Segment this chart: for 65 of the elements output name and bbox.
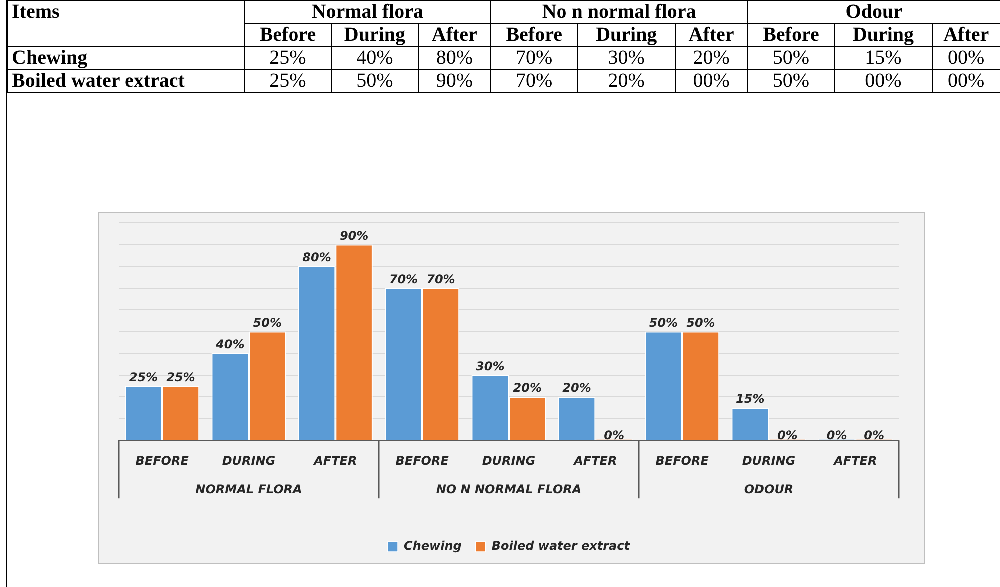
text: Before xyxy=(244,24,332,46)
text: 70% xyxy=(490,46,578,70)
data-label: 0% xyxy=(826,428,848,443)
text: After xyxy=(675,24,748,46)
data-label: 25% xyxy=(129,370,158,384)
text: Items xyxy=(8,0,244,24)
data-label: 80% xyxy=(302,250,332,265)
data-label: 50% xyxy=(253,316,282,330)
x-tick-label: BEFORE xyxy=(656,454,710,468)
text: Boiled water extract xyxy=(8,70,244,92)
text: 00% xyxy=(932,70,1000,92)
text: 25% xyxy=(244,70,332,92)
text: 25% xyxy=(244,46,332,70)
data-label: 50% xyxy=(686,316,716,330)
data-label: 70% xyxy=(389,272,418,286)
x-tick-label: AFTER xyxy=(313,454,358,468)
text: 70% xyxy=(490,70,578,92)
text: No n normal flora xyxy=(490,0,748,24)
data-label: 40% xyxy=(215,338,245,352)
text: During xyxy=(331,24,418,46)
text: Before xyxy=(748,24,835,46)
text: 20% xyxy=(578,70,676,92)
text: Chewing xyxy=(8,46,244,70)
x-tick-label: AFTER xyxy=(573,454,618,468)
text: 40% xyxy=(331,46,418,70)
text: 00% xyxy=(675,70,748,92)
text: 80% xyxy=(418,46,491,70)
text: 50% xyxy=(748,70,835,92)
x-tick-label: BEFORE xyxy=(396,454,450,468)
text: ODOUR xyxy=(744,482,794,497)
data-label: 20% xyxy=(513,381,542,396)
text: Before xyxy=(490,24,578,46)
x-tick-label: DURING xyxy=(482,454,536,468)
text: After xyxy=(932,24,1000,46)
data-label: 25% xyxy=(166,370,196,384)
legend-label: Boiled water extract xyxy=(492,539,632,554)
data-label: 50% xyxy=(649,316,678,330)
text: 00% xyxy=(932,46,1000,70)
data-label: 0% xyxy=(604,428,624,443)
text: 50% xyxy=(331,70,418,92)
text: 00% xyxy=(834,70,932,92)
data-label: 20% xyxy=(562,381,592,396)
data-label: 15% xyxy=(736,392,765,406)
data-label: 0% xyxy=(864,428,884,443)
legend-label: Chewing xyxy=(404,539,462,554)
x-tick-label: AFTER xyxy=(833,454,878,468)
x-tick-label: BEFORE xyxy=(136,454,190,468)
text: NORMAL FLORA xyxy=(196,482,302,497)
text: NO N NORMAL FLORA xyxy=(436,482,582,497)
text: After xyxy=(418,24,491,46)
data-label: 30% xyxy=(476,359,505,374)
text: 50% xyxy=(748,46,835,70)
text: Odour xyxy=(748,0,1000,24)
text: During xyxy=(578,24,676,46)
x-tick-label: DURING xyxy=(222,454,276,468)
text: During xyxy=(834,24,932,46)
text: 30% xyxy=(578,46,676,70)
text: 90% xyxy=(418,70,491,92)
data-label: 90% xyxy=(340,228,369,243)
x-tick-label: DURING xyxy=(742,454,796,468)
data-label: 0% xyxy=(777,428,798,443)
data-label: 70% xyxy=(426,272,456,286)
text: Normal flora xyxy=(244,0,491,24)
text: 15% xyxy=(834,46,932,70)
text: 20% xyxy=(675,46,748,70)
